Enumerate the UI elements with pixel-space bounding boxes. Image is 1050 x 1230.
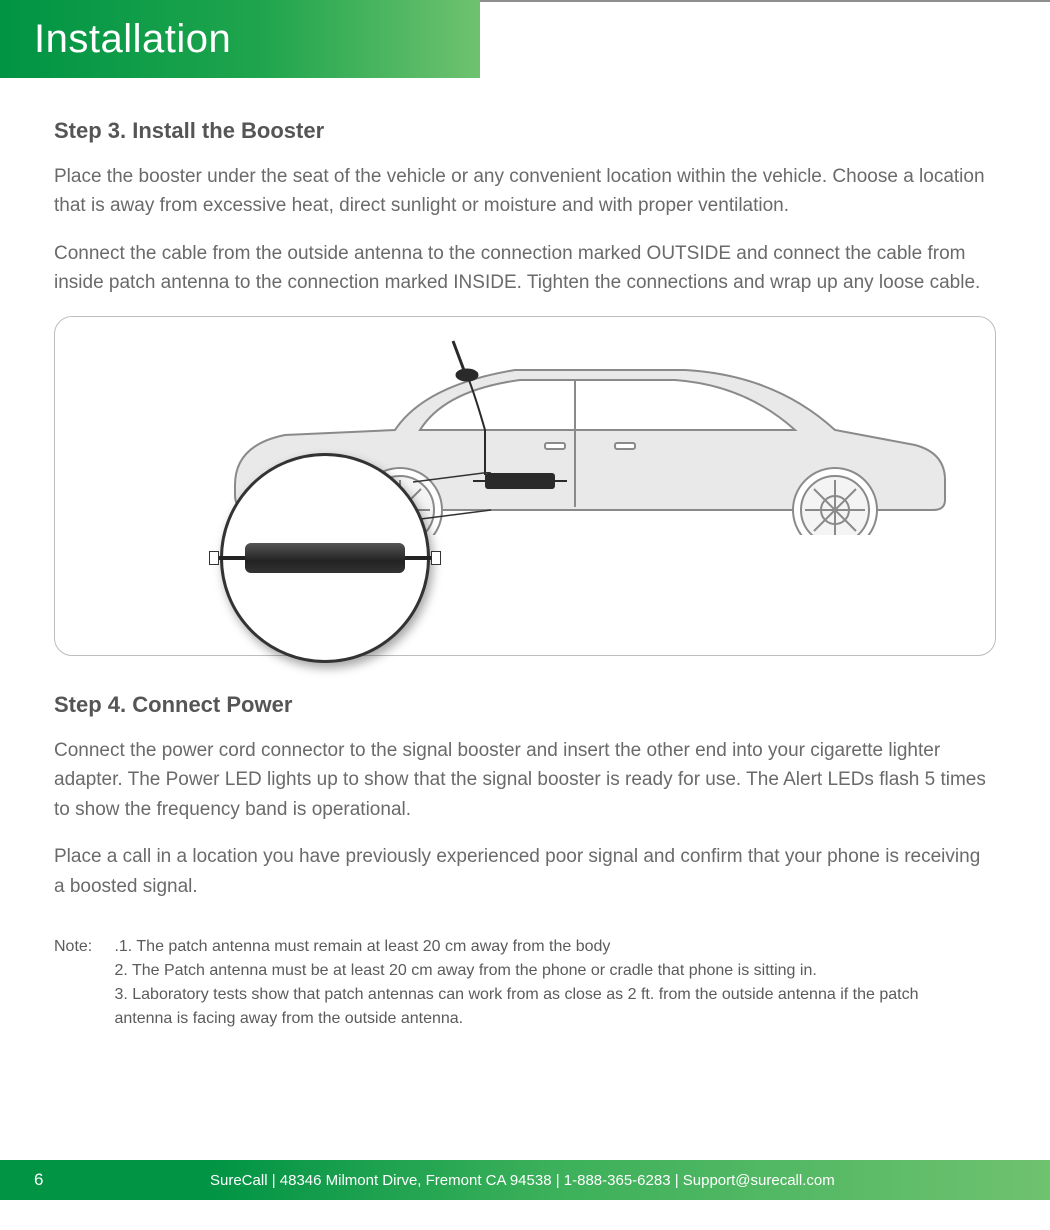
note-item-1: .1. The patch antenna must remain at lea… (114, 938, 610, 955)
page-title: Installation (34, 17, 231, 62)
content-area: Step 3. Install the Booster Place the bo… (0, 78, 1050, 1031)
note-item-2: 2. The Patch antenna must be at least 20… (114, 962, 816, 979)
notes-body: .1. The patch antenna must remain at lea… (114, 935, 934, 1031)
footer-bar: 6 SureCall | 48346 Milmont Dirve, Fremon… (0, 1160, 1050, 1200)
booster-connector-left-icon (209, 551, 219, 565)
booster-device-icon (245, 543, 405, 573)
zoom-leader-lines (413, 472, 493, 522)
installation-diagram (54, 316, 996, 656)
booster-connector-right-icon (431, 551, 441, 565)
step4-para1: Connect the power cord connector to the … (54, 736, 996, 824)
note-item-3: 3. Laboratory tests show that patch ante… (114, 986, 918, 1027)
header-bar: Installation (0, 0, 1050, 78)
header-rule (480, 0, 1050, 78)
step4-para2: Place a call in a location you have prev… (54, 842, 996, 901)
notes-label: Note: (54, 935, 110, 959)
header-green-block: Installation (0, 0, 480, 78)
step3-heading: Step 3. Install the Booster (54, 118, 996, 144)
page: Installation Step 3. Install the Booster… (0, 0, 1050, 1230)
step3-para1: Place the booster under the seat of the … (54, 162, 996, 221)
step3-para2: Connect the cable from the outside anten… (54, 239, 996, 298)
notes-block: Note: .1. The patch antenna must remain … (54, 935, 996, 1031)
footer-contact-text: SureCall | 48346 Milmont Dirve, Fremont … (210, 1160, 1050, 1200)
zoom-inset-circle (220, 453, 430, 663)
step4-heading: Step 4. Connect Power (54, 692, 996, 718)
page-number: 6 (0, 1170, 43, 1190)
footer-page-column: 6 (0, 1160, 210, 1200)
